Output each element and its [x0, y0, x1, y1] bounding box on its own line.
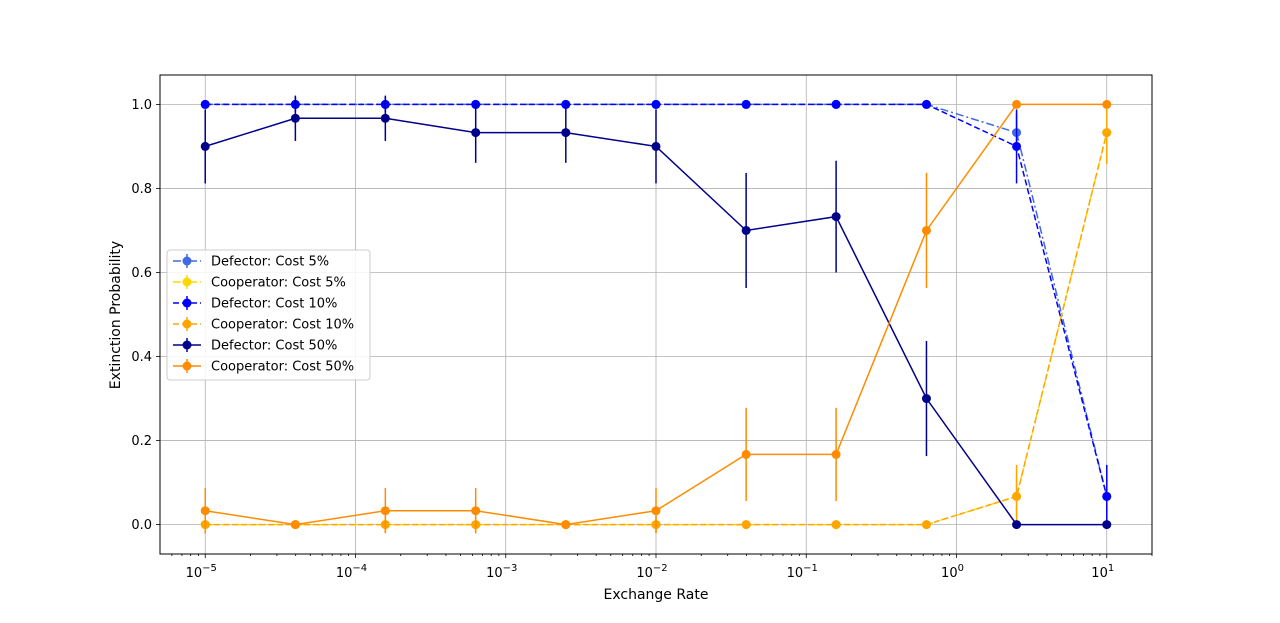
data-point: [200, 141, 210, 151]
x-tick-label: 10−5: [186, 563, 217, 581]
data-point: [651, 99, 661, 109]
legend-label: Defector: Cost 50%: [211, 339, 337, 354]
y-tick-label: 0.0: [131, 518, 152, 533]
legend-label: Defector: Cost 5%: [211, 255, 329, 270]
y-axis-ticks: 0.0 0.2 0.4 0.6 0.8 1.0: [131, 98, 160, 533]
x-axis-label: Exchange Rate: [604, 587, 709, 603]
x-tick-label: 10−1: [787, 563, 818, 581]
series-layer: [200, 95, 1112, 534]
data-point: [380, 506, 390, 516]
data-point: [741, 99, 751, 109]
legend-box: [166, 249, 371, 381]
data-point: [831, 212, 841, 222]
data-point: [380, 113, 390, 123]
data-point: [921, 520, 931, 530]
legend-marker: [182, 319, 192, 329]
data-point: [741, 449, 751, 459]
legend-marker: [182, 277, 192, 287]
legend-marker: [182, 298, 192, 308]
data-point: [471, 506, 481, 516]
legend-item: Defector: Cost 50%: [173, 338, 337, 354]
legend-label: Cooperator: Cost 10%: [211, 318, 354, 333]
data-point: [561, 128, 571, 138]
data-point: [1012, 491, 1022, 501]
data-point: [741, 225, 751, 235]
data-point: [831, 449, 841, 459]
data-point: [200, 506, 210, 516]
data-point: [921, 99, 931, 109]
data-point: [290, 520, 300, 530]
data-point: [1012, 141, 1022, 151]
y-tick-label: 0.6: [131, 266, 152, 281]
legend-item: Cooperator: Cost 50%: [173, 359, 354, 375]
legend-marker: [182, 256, 192, 266]
data-point: [651, 141, 661, 151]
legend-label: Cooperator: Cost 5%: [211, 276, 346, 291]
series-5: [200, 95, 1112, 530]
legend-item: Cooperator: Cost 10%: [173, 317, 354, 333]
data-point: [1102, 128, 1112, 138]
legend-label: Defector: Cost 10%: [211, 297, 337, 312]
data-point: [1012, 520, 1022, 530]
legend: Defector: Cost 5% Cooperator: Cost 5% Defe…: [166, 249, 371, 381]
x-tick-label: 100: [941, 563, 964, 581]
series-6: [200, 99, 1112, 534]
y-tick-label: 0.4: [131, 350, 152, 365]
data-point: [921, 225, 931, 235]
legend-item: Defector: Cost 10%: [173, 296, 337, 312]
data-point: [1012, 99, 1022, 109]
y-tick-label: 1.0: [131, 98, 152, 113]
legend-marker: [182, 361, 192, 371]
data-point: [1102, 99, 1112, 109]
legend-item: Defector: Cost 5%: [173, 254, 329, 270]
data-point: [831, 520, 841, 530]
x-axis-ticks: 10−5 10−4 10−3 10−2 10−1 100 101: [171, 554, 1153, 581]
x-tick-label: 10−4: [336, 563, 367, 581]
data-point: [471, 128, 481, 138]
data-point: [831, 99, 841, 109]
legend-marker: [182, 340, 192, 350]
data-point: [921, 394, 931, 404]
legend-label: Cooperator: Cost 50%: [211, 360, 354, 375]
data-point: [200, 99, 210, 109]
y-axis-label: Extinction Probability: [108, 241, 124, 389]
data-point: [561, 520, 571, 530]
data-point: [741, 520, 751, 530]
x-tick-label: 101: [1091, 563, 1114, 581]
x-tick-label: 10−3: [486, 563, 517, 581]
data-point: [1102, 491, 1112, 501]
y-tick-label: 0.2: [131, 434, 152, 449]
data-point: [290, 113, 300, 123]
legend-item: Cooperator: Cost 5%: [173, 275, 346, 291]
data-point: [1102, 520, 1112, 530]
y-tick-label: 0.8: [131, 182, 152, 197]
x-tick-label: 10−2: [636, 563, 667, 581]
data-point: [651, 506, 661, 516]
